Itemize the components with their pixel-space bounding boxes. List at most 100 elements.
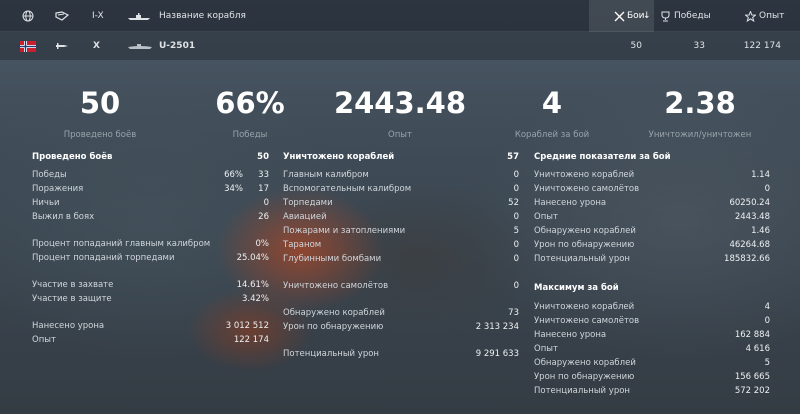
summary-exp-label: Опыт <box>388 130 412 140</box>
stat-label: Пожарами и затоплениями <box>283 225 406 236</box>
stat-row: Обнаружено кораблей 73 <box>283 306 519 319</box>
stat-label: Уничтожено кораблей <box>534 301 635 312</box>
stat-title: Максимум за бой <box>534 281 770 294</box>
stat-row: Процент попаданий торпедами 25.04% <box>32 251 269 264</box>
stat-row: Обнаружено кораблей 1.46 <box>534 224 770 237</box>
table-row[interactable]: X U-2501 50 33 122 174 <box>0 32 800 60</box>
stat-value: 17 <box>258 183 269 194</box>
stat-row: Нанесено урона 162 884 <box>534 328 770 341</box>
stat-value: 9 291 633 <box>475 348 519 359</box>
table-header: I-X Название корабля Бои ↓ Победы Опыт <box>0 0 800 32</box>
stat-value: 73 <box>508 307 519 318</box>
stat-value: 0 <box>513 183 519 194</box>
summary-exp-value: 2443.48 <box>333 86 467 120</box>
stat-value: 34% <box>224 183 243 194</box>
stat-row: Уничтожено самолётов 0 <box>534 182 770 195</box>
submarine-class-icon <box>56 32 68 60</box>
stat-label: Опыт <box>534 343 558 354</box>
stat-label: Проведено боёв <box>32 151 113 162</box>
stat-label: Урон по обнаружению <box>283 321 384 332</box>
summary-kd-value: 2.38 <box>664 86 736 120</box>
stat-label: Уничтожено самолётов <box>534 315 640 326</box>
stat-row: Победы 66% 33 <box>32 168 269 181</box>
battles-column[interactable]: Бои <box>627 11 645 21</box>
stat-row: Глубинными бомбами 0 <box>283 252 519 265</box>
stat-value: 162 884 <box>734 329 770 340</box>
stat-value: 0 <box>513 239 519 250</box>
stat-row: Потенциальный урон 9 291 633 <box>283 347 519 360</box>
stat-label: Опыт <box>32 334 56 345</box>
stat-label: Процент попаданий главным калибром <box>32 238 211 249</box>
stat-value: 3 012 512 <box>225 320 269 331</box>
stat-row: Уничтожено кораблей 4 <box>534 300 770 313</box>
stat-value: 2 313 234 <box>475 321 519 332</box>
stat-value: 60250.24 <box>729 197 770 208</box>
summary-wins-label: Победы <box>232 130 268 140</box>
sort-down-icon[interactable]: ↓ <box>643 11 651 21</box>
stat-value: 4 616 <box>745 343 770 354</box>
stat-row: Тараном 0 <box>283 238 519 251</box>
stat-row: Авиацией 0 <box>283 210 519 223</box>
stat-label: Обнаружено кораблей <box>534 357 636 368</box>
ship-battles: 50 <box>630 41 642 51</box>
stat-row: Уничтожено самолётов 0 <box>283 279 519 292</box>
stat-title: Проведено боёв 50 <box>32 150 269 163</box>
stat-row: Участие в захвате 14.61% <box>32 278 269 291</box>
stat-row: Ничьи 0 <box>32 196 269 209</box>
stat-label: Обнаружено кораблей <box>534 225 636 236</box>
stat-label: Урон по обнаружению <box>534 239 635 250</box>
stat-value: 52 <box>508 197 519 208</box>
stat-row: Нанесено урона 3 012 512 <box>32 319 269 332</box>
summary-kd-label: Уничтожил/уничтожен <box>648 130 752 140</box>
stat-label: Потенциальный урон <box>534 253 630 264</box>
exp-column[interactable]: Опыт <box>759 11 785 21</box>
stat-row: Обнаружено кораблей 5 <box>534 356 770 369</box>
stat-row: Нанесено урона 60250.24 <box>534 196 770 209</box>
stat-label: Уничтожено самолётов <box>283 280 389 291</box>
stat-label: Нанесено урона <box>534 197 607 208</box>
stat-row: Уничтожено кораблей 1.14 <box>534 168 770 181</box>
stat-label: Средние показатели за бой <box>534 151 671 162</box>
ship-class-icon[interactable] <box>55 0 69 32</box>
stat-value: 0 <box>764 315 770 326</box>
stat-value: 33 <box>258 169 269 180</box>
summary-ships-label: Кораблей за бой <box>514 130 590 140</box>
stat-value: 1.46 <box>751 225 770 236</box>
wins-column[interactable]: Победы <box>674 11 711 21</box>
stat-label: Торпедами <box>283 197 333 208</box>
stat-row: Опыт 4 616 <box>534 342 770 355</box>
stat-value: 0 <box>513 253 519 264</box>
stat-row: Потенциальный урон 185832.66 <box>534 252 770 265</box>
stat-label: Участие в захвате <box>32 279 114 290</box>
stat-value: 50 <box>257 151 269 162</box>
tier-filter[interactable]: I-X <box>92 11 104 21</box>
stat-row: Процент попаданий главным калибром 0% <box>32 237 269 250</box>
stat-value: 26 <box>258 211 269 222</box>
summary-ships-value: 4 <box>541 86 563 120</box>
stat-label: Уничтожено самолётов <box>534 183 640 194</box>
stat-label: Потенциальный урон <box>283 348 379 359</box>
stat-title: Средние показатели за бой <box>534 150 770 163</box>
ship-exp: 122 174 <box>743 41 781 51</box>
stat-row: Участие в защите 3.42% <box>32 292 269 305</box>
globe-icon[interactable] <box>22 0 34 32</box>
stat-label: Участие в защите <box>32 293 112 304</box>
stat-value: 5 <box>764 357 770 368</box>
norway-flag-icon <box>20 32 36 60</box>
stat-label: Уничтожено кораблей <box>283 151 395 162</box>
stat-row: Вспомогательным калибром 0 <box>283 182 519 195</box>
stat-value: 1.14 <box>751 169 770 180</box>
stat-label: Ничьи <box>32 197 60 208</box>
stat-value: 185832.66 <box>724 253 770 264</box>
stat-label: Уничтожено кораблей <box>534 169 635 180</box>
stat-value: 122 174 <box>233 334 269 345</box>
stat-value: 0 <box>764 183 770 194</box>
ship-name-column[interactable]: Название корабля <box>159 11 246 21</box>
stat-value: 3.42% <box>241 293 269 304</box>
crossed-swords-icon <box>614 0 625 32</box>
stat-label: Опыт <box>534 211 558 222</box>
summary-battles-label: Проведено боёв <box>63 130 137 140</box>
stat-value: 0% <box>255 238 270 249</box>
stat-label: Поражения <box>32 183 84 194</box>
stat-label: Выжил в боях <box>32 211 95 222</box>
